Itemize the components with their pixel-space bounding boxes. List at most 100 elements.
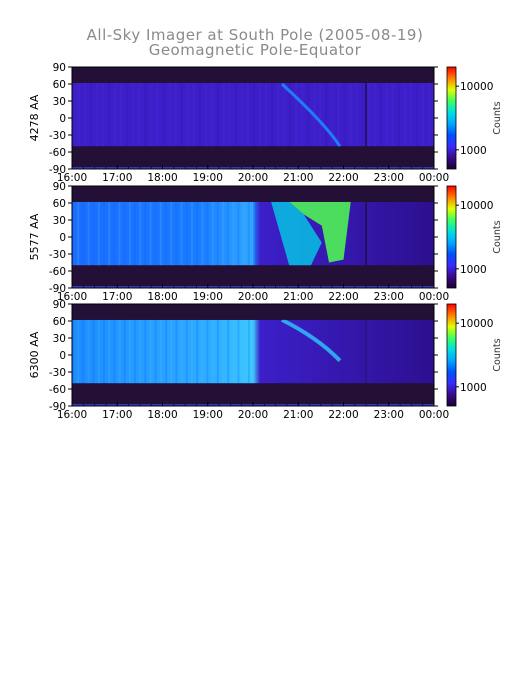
heatmap-stripe [185, 319, 188, 384]
heatmap-stripe [349, 82, 352, 147]
colorbar [446, 303, 457, 407]
heatmap-stripe [82, 201, 85, 266]
horizon-band-top [72, 186, 434, 202]
y-tick-label: 30 [53, 333, 66, 345]
heatmap-stripe [185, 201, 188, 266]
heatmap-stripe [126, 82, 129, 147]
x-tick-label: 23:00 [374, 409, 404, 421]
auroral-band [289, 201, 351, 263]
heatmap-stripe [144, 82, 147, 147]
heatmap-stripe [367, 82, 370, 147]
heatmap-stripe [138, 82, 141, 147]
heatmap-stripe [149, 319, 152, 384]
heatmap-stripe [265, 82, 268, 147]
heatmap-stripe [190, 319, 193, 384]
y-tick-label: 30 [53, 96, 66, 108]
x-tick-label: 20:00 [238, 409, 268, 421]
heatmap-stripe [355, 82, 358, 147]
horizon-band-top [72, 67, 434, 83]
y-tick-label: 90 [53, 181, 66, 193]
x-tick-label: 16:00 [57, 172, 87, 184]
heatmap-stripe [242, 201, 245, 266]
heatmap-stripe [77, 319, 80, 384]
heatmap-stripe [144, 201, 147, 266]
heatmap-stripe [307, 82, 310, 147]
x-tick-label: 21:00 [283, 409, 313, 421]
heatmap-stripe [216, 319, 219, 384]
heatmap-stripe [118, 319, 121, 384]
heatmap-stripe [128, 319, 131, 384]
heatmap-stripe [113, 319, 116, 384]
heatmap-stripe [253, 319, 255, 384]
heatmap-stripe [221, 201, 224, 266]
x-tick-label: 22:00 [328, 172, 358, 184]
heatmap-stripe [201, 319, 204, 384]
horizon-band-bottom [72, 265, 434, 288]
x-tick-label: 23:00 [374, 291, 404, 303]
heatmap-stripe [108, 319, 111, 384]
y-axis-label: 6300 AA [28, 331, 41, 378]
heatmap-stripe [123, 319, 126, 384]
heatmap-stripe [240, 82, 243, 147]
heatmap-stripe [247, 201, 250, 266]
heatmap-stripe [113, 201, 116, 266]
heatmap-stripe [102, 82, 105, 147]
heatmap-stripe [206, 201, 209, 266]
heatmap-stripe [343, 82, 346, 147]
heatmap-stripe [103, 201, 106, 266]
x-tick-label: 19:00 [193, 409, 223, 421]
heatmap-stripe [72, 201, 74, 266]
heatmap-stripe [295, 82, 298, 147]
heatmap-stripe [403, 82, 406, 147]
heatmap-stripe [211, 201, 214, 266]
heatmap-stripe [144, 319, 147, 384]
heatmap-stripe [232, 201, 235, 266]
heatmap-stripe [96, 82, 99, 147]
y-tick-label: 0 [59, 232, 66, 244]
x-tick-label: 17:00 [102, 291, 132, 303]
panel-3: 90 60 30 0 -30 -60 -90 6300 AA 16:00 17:00 18:00 19… [28, 299, 503, 421]
x-tick-label: 16:00 [57, 291, 87, 303]
heatmap-stripe [139, 201, 142, 266]
heatmap-stripe [170, 201, 173, 266]
heatmap-stripe [128, 201, 131, 266]
x-tick-label: 00:00 [419, 409, 449, 421]
heatmap-stripe [78, 82, 81, 147]
heatmap-stripe [180, 319, 183, 384]
auroral-arc [280, 82, 342, 148]
heatmap-stripe [331, 82, 334, 147]
y-tick-label: 60 [53, 198, 66, 210]
heatmap-stripe [253, 82, 255, 147]
heatmap-stripe [114, 82, 117, 147]
x-tick-label: 21:00 [283, 172, 313, 184]
heatmap-stripe [87, 201, 90, 266]
heatmap-stripe [259, 82, 262, 147]
heatmap-emission [72, 319, 434, 384]
colorbar-tick-label: 10000 [460, 81, 493, 93]
y-tick-label: -30 [49, 249, 66, 261]
x-tick-label: 22:00 [328, 409, 358, 421]
heatmap-stripe [319, 82, 322, 147]
heatmap-stripe [415, 82, 418, 147]
heatmap-stripe [139, 319, 142, 384]
colorbar-tick-label: 1000 [460, 382, 487, 394]
heatmap-stripe [247, 319, 250, 384]
x-tick-label: 17:00 [102, 172, 132, 184]
heatmap-stripe [379, 82, 382, 147]
heatmap-stripe [325, 82, 328, 147]
heatmap-stripe [201, 201, 204, 266]
x-tick-label: 00:00 [419, 172, 449, 184]
x-tick-label: 18:00 [147, 172, 177, 184]
heatmap-stripe [180, 82, 183, 147]
heatmap-stripe [234, 82, 237, 147]
colorbar [446, 185, 457, 289]
x-tick-label: 23:00 [374, 172, 404, 184]
colorbar-tick-label: 1000 [460, 264, 487, 276]
y-tick-label: -30 [49, 130, 66, 142]
x-tick-label: 18:00 [147, 291, 177, 303]
heatmap-stripe [289, 82, 292, 147]
heatmap-stripe [196, 201, 199, 266]
auroral-arc [281, 318, 342, 363]
heatmap-stripe [97, 319, 100, 384]
